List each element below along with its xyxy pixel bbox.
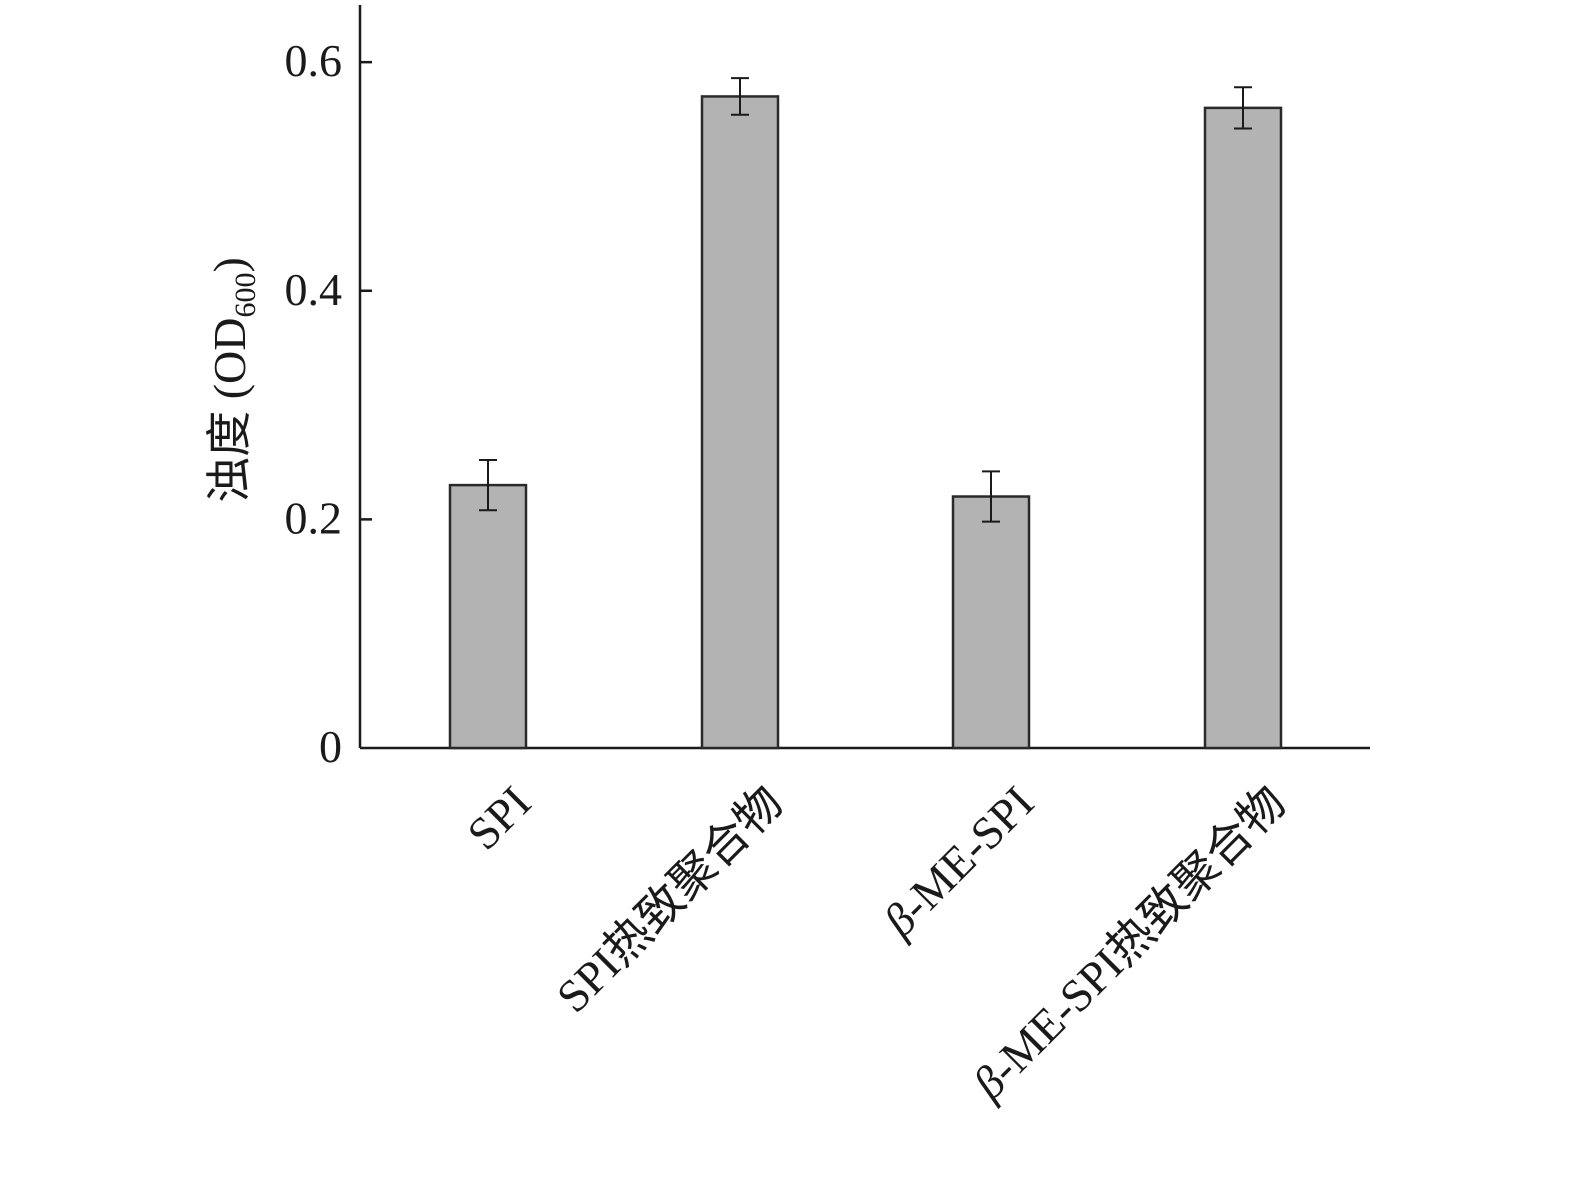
y-tick-label: 0.6 bbox=[285, 35, 343, 86]
y-axis-title-subscript: 600 bbox=[229, 273, 262, 318]
y-tick-label: 0 bbox=[319, 721, 342, 772]
y-axis-title-close: ) bbox=[204, 257, 255, 272]
bars-layer bbox=[448, 77, 1283, 750]
x-category-label: β-ME-SPI bbox=[873, 776, 1043, 946]
category-label-part: -ME-SPI bbox=[890, 776, 1044, 930]
category-label-part: SPI热致聚合物 bbox=[547, 776, 793, 1022]
y-axis-title-main: 浊度 (OD bbox=[204, 318, 255, 503]
y-tick-label: 0.2 bbox=[285, 492, 343, 543]
x-category-label: SPI bbox=[457, 776, 540, 859]
bar bbox=[951, 495, 1031, 750]
axes-layer bbox=[358, 5, 1370, 750]
y-axis-title: 浊度 (OD600) bbox=[204, 257, 262, 503]
bar bbox=[1203, 106, 1283, 750]
x-category-label: SPI热致聚合物 bbox=[547, 776, 793, 1022]
bar bbox=[448, 483, 528, 750]
category-label-part: SPI bbox=[457, 776, 540, 859]
bar bbox=[700, 95, 780, 750]
y-tick-label: 0.4 bbox=[285, 264, 343, 315]
